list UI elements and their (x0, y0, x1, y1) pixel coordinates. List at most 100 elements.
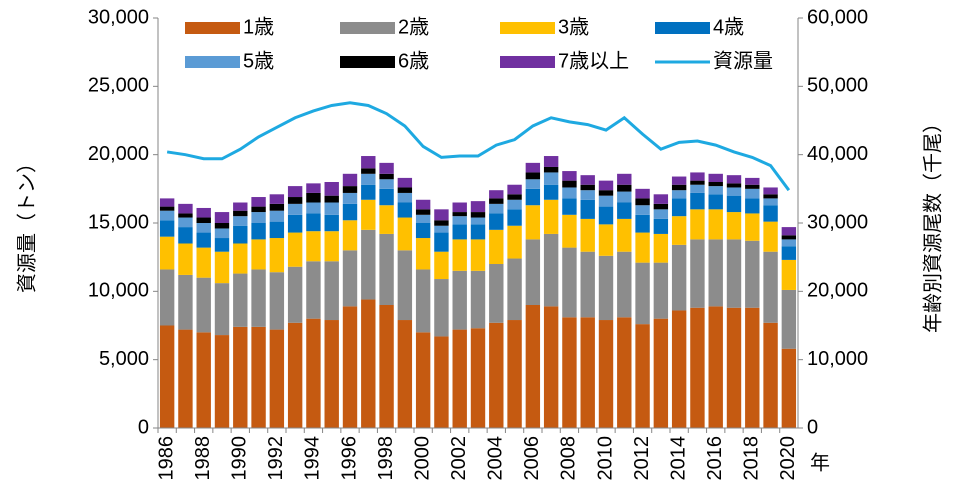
x-tick-label: 1994 (302, 436, 324, 481)
bar-segment (525, 188, 541, 206)
bar-segment (361, 229, 376, 300)
bar-segment (196, 217, 211, 223)
bar-segment (507, 209, 522, 226)
bar-segment (452, 239, 467, 271)
bar-segment (379, 188, 394, 206)
bar-segment (251, 269, 266, 327)
bar-segment (708, 182, 723, 187)
bar-segment (635, 205, 650, 215)
bar-segment (434, 209, 449, 221)
bar-segment (233, 273, 248, 327)
bar-segment (269, 210, 285, 222)
bar-segment (708, 306, 723, 428)
bar-segment (251, 212, 266, 223)
bar-segment (287, 214, 303, 233)
bar-segment (726, 195, 742, 213)
bar-segment (196, 332, 211, 428)
bar-segment (361, 299, 376, 428)
x-axis-label: 年 (810, 451, 830, 474)
bar-segment (543, 184, 559, 200)
bar-segment (763, 205, 778, 222)
bar-segment (178, 227, 193, 244)
bar-segment (635, 188, 650, 199)
bar-segment (379, 179, 394, 189)
bar-segment (617, 191, 632, 203)
bar-segment (781, 259, 797, 290)
bar-segment (781, 239, 797, 247)
bar-segment (233, 216, 248, 226)
bar-segment (233, 326, 248, 428)
bar-segment (196, 232, 211, 248)
bar-segment (159, 198, 175, 207)
bar-segment (251, 223, 266, 240)
x-tick-label: 1998 (375, 436, 397, 481)
bar-segment (745, 188, 760, 199)
bar-segment (233, 202, 248, 211)
legend-swatch (655, 22, 710, 34)
bar-segment (525, 305, 541, 428)
y-tick-label: 30,000 (88, 6, 149, 28)
y2-axis-label: 年齢別資源尾数（千尾） (921, 113, 944, 333)
bar-segment (726, 239, 742, 308)
y2-tick-label: 20,000 (807, 280, 868, 302)
bar-segment (470, 212, 486, 218)
bar-segment (726, 175, 742, 184)
bar-segment (470, 217, 486, 225)
legend-label: 1歳 (243, 15, 274, 38)
bar-segment (690, 209, 705, 240)
legend-label: 3歳 (558, 15, 589, 38)
bar-segment (269, 221, 285, 239)
bar-segment (562, 171, 577, 181)
bar-segment (580, 184, 595, 191)
bar-segment (251, 206, 266, 213)
bar-segment (342, 173, 358, 187)
bar-segment (415, 238, 431, 270)
bar-segment (159, 325, 175, 428)
bar-segment (324, 320, 339, 428)
bar-segment (214, 228, 230, 239)
bar-segment (159, 236, 175, 270)
bar-segment (379, 305, 394, 428)
bar-segment (452, 224, 467, 240)
bar-segment (397, 202, 413, 218)
bar-segment (489, 229, 504, 264)
bar-segment (251, 197, 266, 207)
bar-segment (617, 202, 632, 219)
bar-segment (214, 251, 230, 284)
bar-segment (397, 192, 413, 203)
y-tick-label: 25,000 (88, 75, 149, 97)
bar-segment (726, 187, 742, 196)
bar-segment (214, 223, 230, 229)
bar-segment (580, 175, 595, 185)
bar-segment (361, 156, 376, 169)
bar-segment (306, 213, 321, 232)
legend-swatch (500, 56, 555, 68)
y-tick-label: 20,000 (88, 143, 149, 165)
bar-segment (653, 262, 669, 319)
bar-segment (452, 202, 467, 213)
bar-segment (306, 183, 321, 193)
legend-swatch (340, 56, 395, 68)
bar-segment (708, 194, 723, 210)
legend-label: 4歳 (713, 15, 744, 38)
bar-segment (708, 173, 723, 182)
bar-segment (178, 329, 193, 428)
bar-segment (525, 172, 541, 180)
bar-segment (434, 336, 449, 428)
bar-segment (781, 235, 797, 240)
bar-segment (379, 233, 394, 305)
bar-segment (361, 184, 376, 200)
bar-segment (598, 255, 614, 321)
bar-segment (452, 212, 467, 217)
bar-segment (763, 194, 778, 199)
bar-segment (562, 214, 577, 248)
bar-segment (708, 239, 723, 307)
bar-segment (543, 166, 559, 173)
bar-segment (653, 318, 669, 428)
bar-segment (397, 250, 413, 321)
legend-label: 6歳 (398, 49, 429, 72)
bar-segment (251, 239, 266, 270)
bar-segment (671, 198, 687, 217)
bar-segment (306, 202, 321, 214)
x-tick-label: 2014 (667, 436, 689, 481)
